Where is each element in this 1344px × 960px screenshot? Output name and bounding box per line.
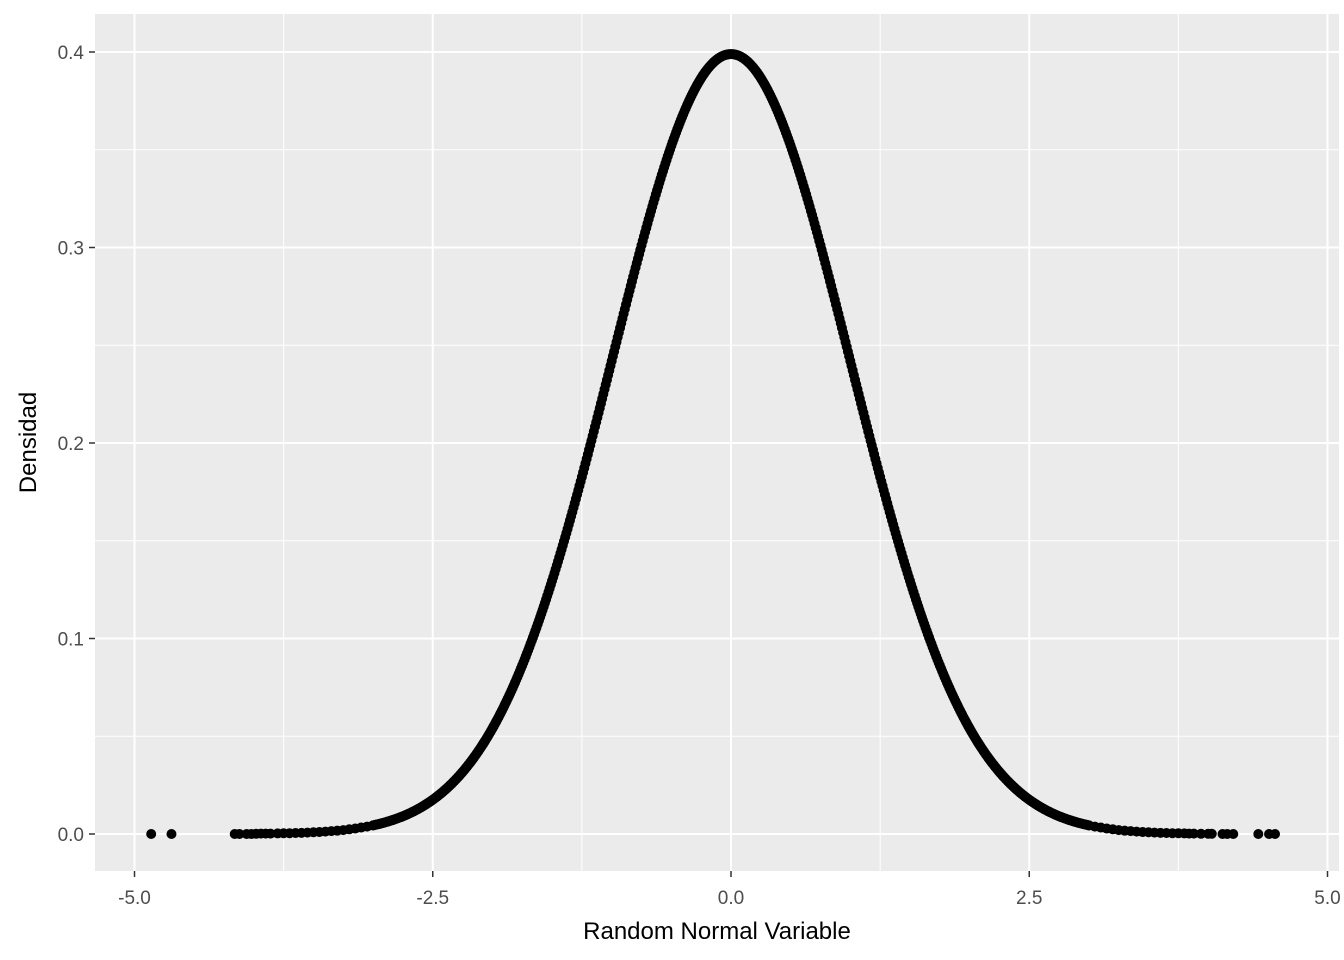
- data-point: [1270, 829, 1281, 839]
- data-point: [146, 829, 157, 839]
- data-point: [1253, 829, 1264, 839]
- x-tick-label: -5.0: [118, 888, 151, 909]
- y-tick-label: 0.3: [58, 239, 84, 260]
- y-tick-label: 0.2: [58, 434, 84, 455]
- x-axis-title: Random Normal Variable: [583, 918, 851, 945]
- data-point: [1188, 828, 1199, 839]
- x-tick-label: 5.0: [1314, 888, 1340, 909]
- data-point: [1206, 828, 1217, 839]
- data-point: [1228, 829, 1239, 839]
- x-tick-label: 0.0: [718, 888, 744, 909]
- y-tick-label: 0.4: [58, 43, 85, 64]
- data-point: [166, 829, 177, 839]
- major-gridlines: [95, 14, 1339, 871]
- x-axis: -5.0 -2.5 0.0 2.5 5.0: [118, 871, 1341, 909]
- data-points: [146, 49, 1281, 839]
- x-tick-label: -2.5: [416, 888, 449, 909]
- y-axis-title: Densidad: [15, 392, 42, 493]
- y-tick-label: 0.0: [58, 825, 84, 846]
- data-point: [234, 829, 245, 839]
- data-point: [265, 828, 276, 839]
- x-tick-label: 2.5: [1016, 888, 1042, 909]
- data-point: [1196, 828, 1207, 839]
- y-axis: 0.0 0.1 0.2 0.3 0.4: [58, 43, 95, 846]
- data-point: [1083, 820, 1094, 831]
- y-tick-label: 0.1: [58, 630, 84, 651]
